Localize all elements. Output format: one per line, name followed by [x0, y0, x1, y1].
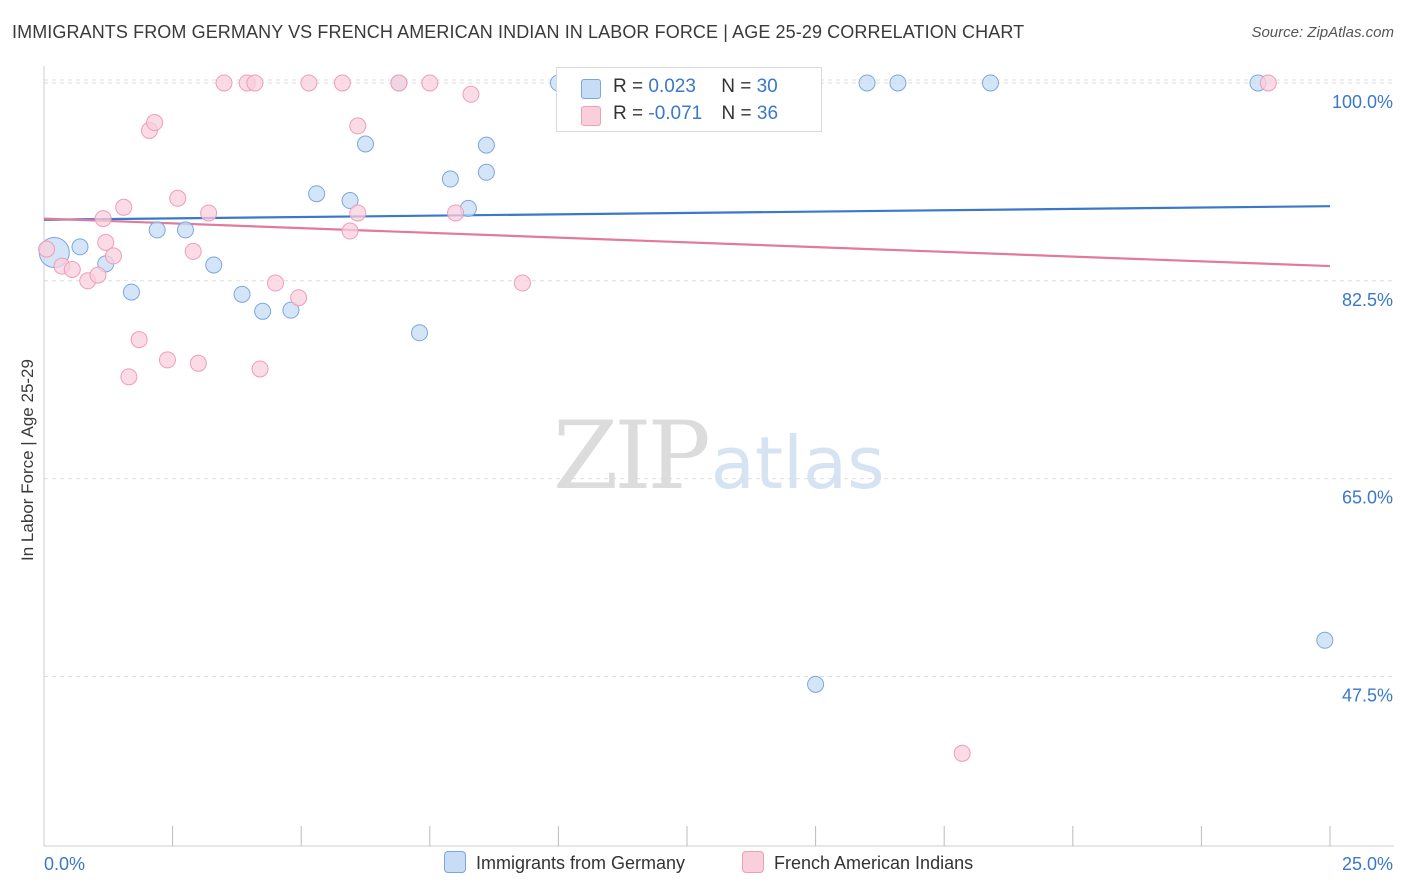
y-tick-label: 65.0% — [1342, 488, 1393, 508]
data-points — [38, 74, 1334, 762]
french-american-indian-point — [215, 74, 233, 92]
french-american-indian-point — [953, 744, 971, 762]
legend-r-value: 0.023 — [648, 76, 696, 97]
french-american-indian-point — [266, 274, 284, 292]
french-american-indian-point — [390, 74, 408, 92]
french-american-indian-point — [349, 117, 367, 135]
y-tick-label: 82.5% — [1342, 290, 1393, 310]
french-american-indian-point — [1259, 74, 1277, 92]
zipatlas-watermark: ZIPatlas — [553, 402, 885, 511]
french-american-indian-point — [130, 331, 148, 349]
french-american-indian-point — [120, 368, 138, 386]
bottom-legend-swatch-blue — [444, 851, 466, 873]
french-american-indian-point — [104, 247, 122, 265]
french-american-indian-point — [158, 351, 176, 369]
french-american-indian-point — [115, 198, 133, 216]
french-american-indian-point — [38, 240, 56, 258]
french-american-indian-point — [89, 266, 107, 284]
french-american-indian-point — [447, 204, 465, 222]
french-american-indian-point — [333, 74, 351, 92]
french-american-indian-point — [97, 233, 115, 251]
legend-row-germany: R = 0.023 N = 30 — [581, 76, 778, 99]
grid-lines — [44, 79, 1394, 677]
french-american-indian-point — [189, 354, 207, 372]
legend-n-label: N = — [721, 76, 757, 97]
source-label: Source: ZipAtlas.com — [1251, 24, 1394, 41]
axes — [43, 66, 1394, 847]
french-american-indian-point — [184, 242, 202, 260]
germany-trend-line — [43, 205, 1331, 221]
germany-point — [357, 135, 374, 153]
germany-point — [341, 192, 359, 210]
watermark-atlas: atlas — [710, 421, 885, 505]
legend-n-label: N = — [721, 103, 757, 124]
germany-point — [1316, 631, 1334, 649]
germany-point — [122, 283, 140, 301]
germany-point — [411, 324, 429, 342]
germany-point — [477, 163, 495, 181]
legend-r-value: -0.071 — [648, 103, 703, 124]
legend-r-label: R = — [613, 76, 649, 97]
germany-point — [889, 74, 907, 92]
germany-point — [308, 185, 326, 203]
legend-row-french-american-indians: R = -0.071 N = 36 — [581, 103, 779, 126]
germany-point — [176, 221, 194, 239]
tick-labels: 47.5% 65.0% 82.5% 100.0% 0.0% 25.0% — [44, 92, 1393, 874]
french-american-indian-point — [421, 74, 439, 92]
french-american-indian-point — [146, 114, 164, 132]
watermark-zip: ZIP — [553, 402, 711, 511]
germany-point — [71, 238, 89, 256]
french-american-indian-point — [300, 74, 318, 92]
germany-point — [148, 221, 166, 239]
legend-n-value: 36 — [756, 103, 779, 124]
bottom-legend-label: French American Indians — [774, 853, 974, 873]
germany-point — [858, 74, 876, 92]
french-american-indian-point — [341, 222, 359, 240]
french-american-indian-point — [200, 204, 218, 222]
legend-r-label: R = — [613, 103, 649, 124]
germany-point — [441, 170, 459, 188]
trend-lines — [43, 205, 1331, 268]
french-american-indian-trend-line — [43, 217, 1331, 268]
french-american-indian-point — [349, 204, 367, 222]
y-tick-label: 100.0% — [1332, 92, 1393, 112]
legend-n-value: 30 — [756, 76, 778, 97]
germany-point — [477, 136, 495, 154]
french-american-indian-point — [290, 289, 308, 307]
chart-title: IMMIGRANTS FROM GERMANY VS FRENCH AMERIC… — [12, 22, 1025, 42]
x-tick-label: 25.0% — [1342, 854, 1393, 874]
bottom-legend-swatch-pink — [742, 851, 764, 873]
x-tick-label: 0.0% — [44, 854, 85, 874]
french-american-indian-point — [63, 260, 81, 278]
y-tick-label: 47.5% — [1342, 685, 1393, 705]
legend-swatch-pink — [581, 106, 601, 126]
correlation-legend: R = 0.023 N = 30 R = -0.071 N = 36 — [556, 67, 822, 132]
germany-point — [981, 74, 999, 92]
germany-point — [205, 256, 223, 274]
french-american-indian-point — [246, 74, 264, 92]
french-american-indian-point — [513, 274, 531, 292]
bottom-legend-french-american-indians: French American Indians — [742, 851, 973, 874]
french-american-indian-point — [462, 85, 480, 103]
french-american-indian-point — [251, 360, 269, 378]
germany-point — [254, 302, 272, 320]
germany-point — [807, 675, 825, 693]
french-american-indian-point — [169, 189, 187, 207]
germany-point — [233, 285, 251, 303]
bottom-legend-germany: Immigrants from Germany — [444, 851, 685, 874]
germany-point — [282, 301, 300, 319]
french-american-indian-point — [94, 210, 112, 228]
bottom-legend-label: Immigrants from Germany — [476, 853, 686, 873]
legend-swatch-blue — [581, 79, 601, 99]
